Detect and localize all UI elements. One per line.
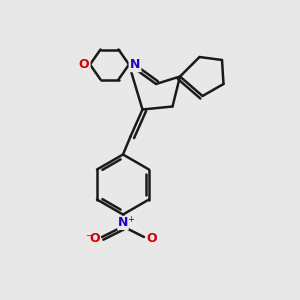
Text: O: O xyxy=(89,232,100,245)
Text: +: + xyxy=(127,215,134,224)
Text: O: O xyxy=(79,58,89,71)
Text: O: O xyxy=(146,232,157,245)
Text: N: N xyxy=(130,58,140,71)
Text: −: − xyxy=(85,231,92,240)
Text: N: N xyxy=(118,216,128,230)
